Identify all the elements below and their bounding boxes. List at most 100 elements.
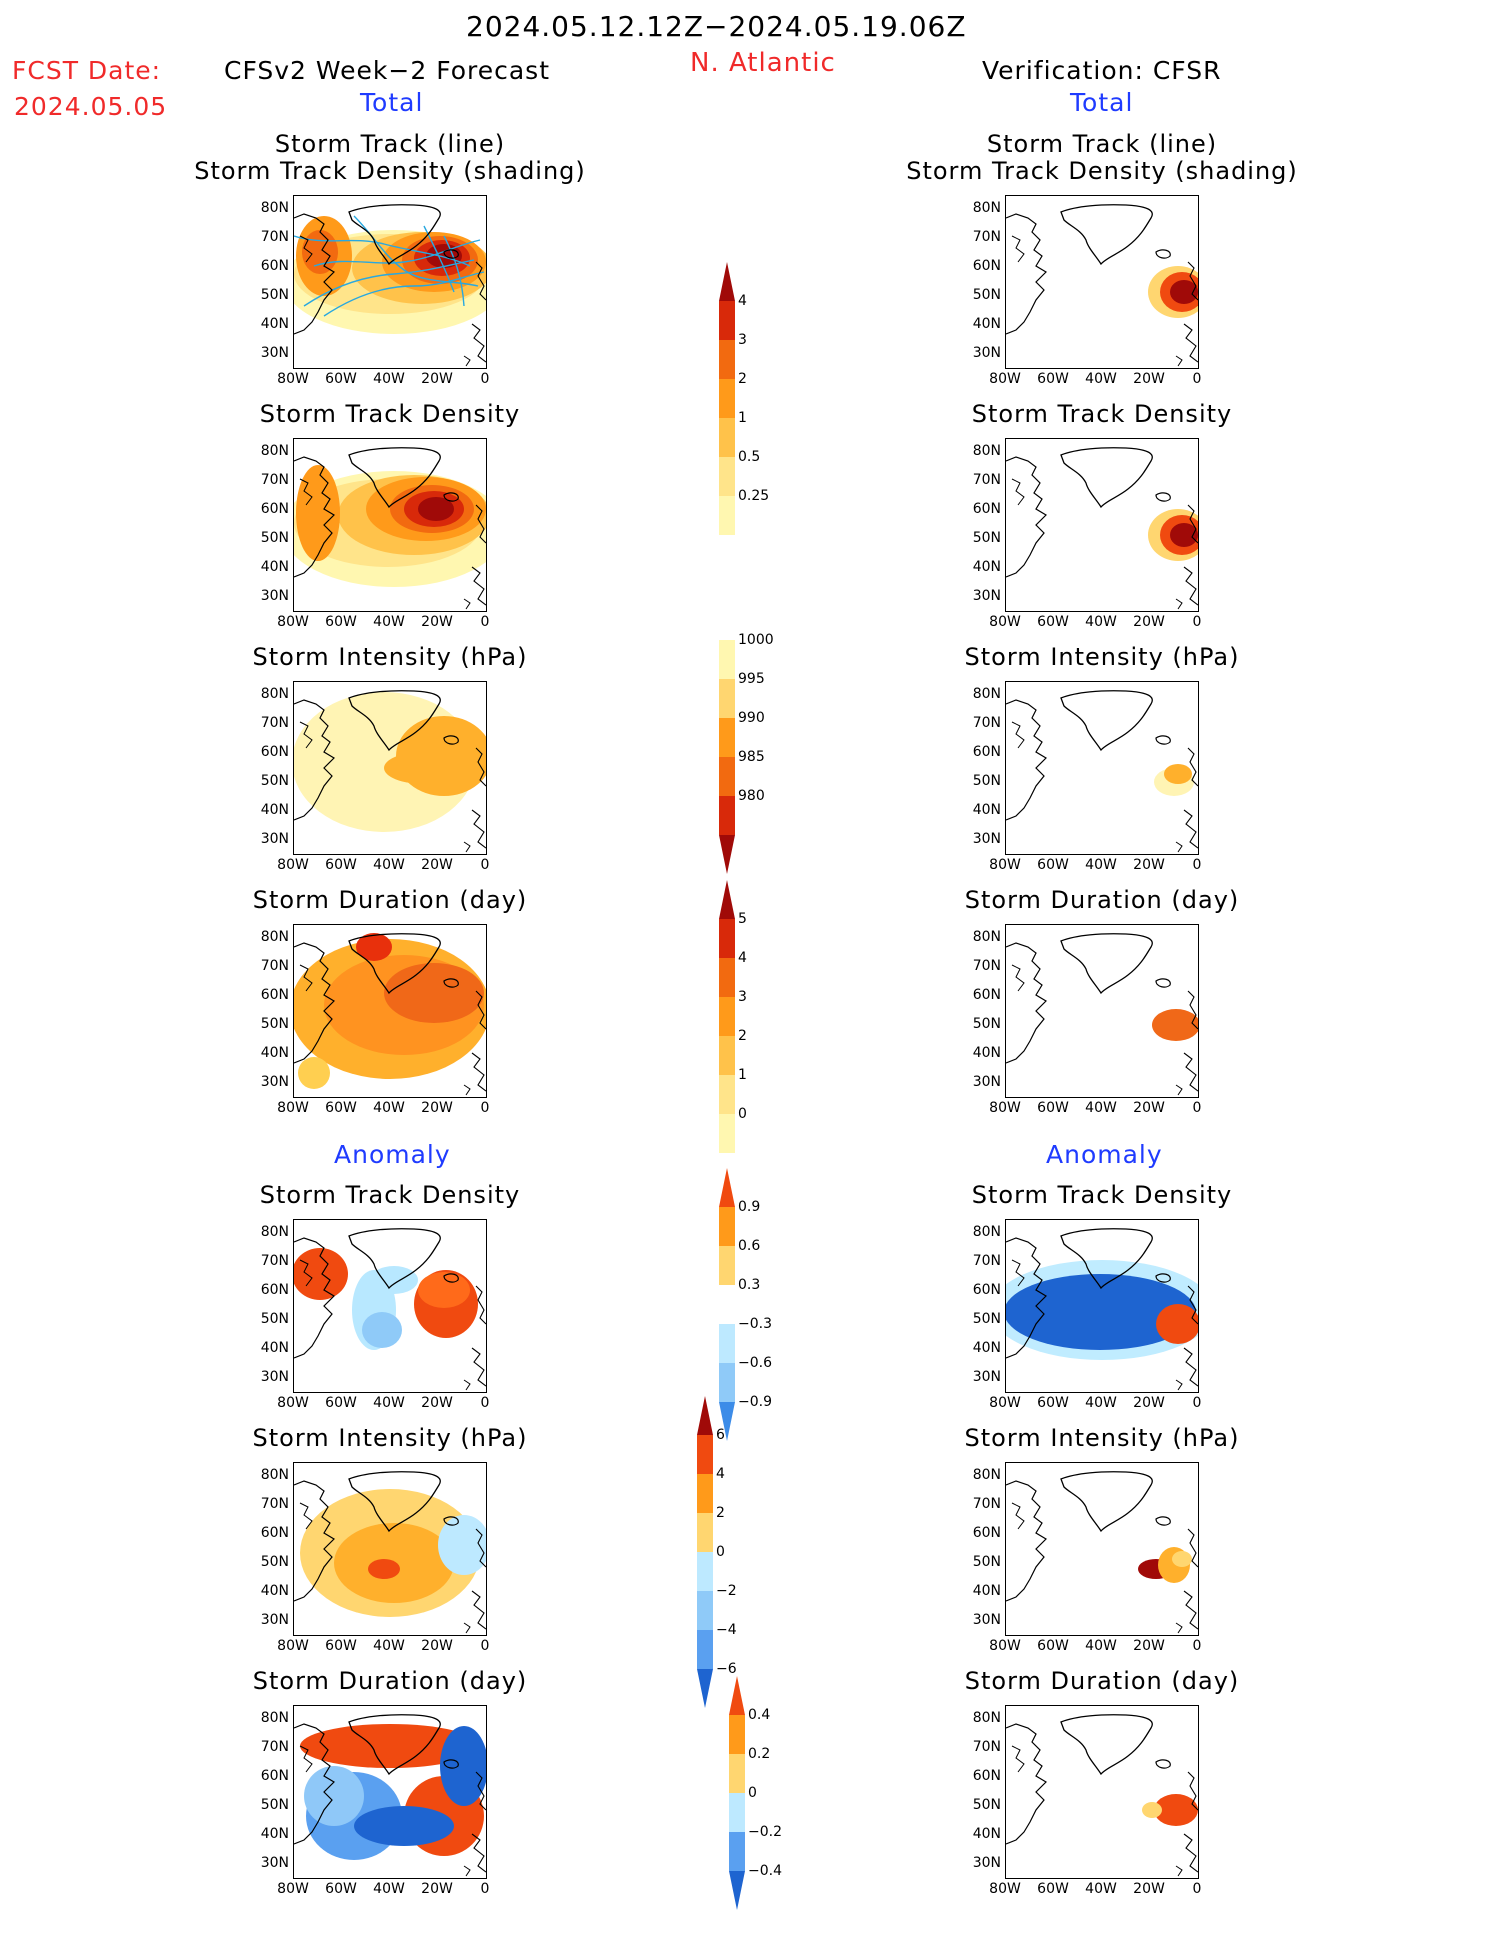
lon-tick-label: 0: [1192, 1638, 1202, 1654]
lat-tick-label: 30N: [972, 345, 1001, 361]
colorbar-segment: [719, 997, 735, 1036]
colorbar-label: 4: [738, 293, 747, 309]
right-anom-density-title: Storm Track Density: [971, 1181, 1233, 1209]
lon-tick-label: 0: [480, 857, 490, 873]
colorbar-label: 990: [738, 710, 765, 726]
colorbar-tip: [719, 835, 735, 874]
map-right-anom-duration: [1005, 1705, 1199, 1879]
lon-tick-label: 20W: [1133, 371, 1165, 387]
shade-8: [302, 230, 338, 274]
lat-tick-label: 60N: [260, 744, 289, 760]
left-anom-intensity-title: Storm Intensity (hPa): [252, 1424, 528, 1452]
colorbar-segment: [719, 718, 735, 757]
lat-tick-label: 80N: [260, 1224, 289, 1240]
colorbar-segment: [719, 301, 735, 340]
lat-tick-label: 30N: [972, 1855, 1001, 1871]
map-right-anom-intensity: [1005, 1462, 1199, 1636]
lat-tick-label: 40N: [260, 1340, 289, 1356]
colorbar-segment: [729, 1754, 745, 1793]
lon-tick-label: 20W: [1133, 1881, 1165, 1897]
lat-tick-label: 70N: [972, 1496, 1001, 1512]
colorbar-label: −0.4: [748, 1863, 782, 1879]
model-title: CFSv2 Week−2 Forecast: [224, 56, 550, 85]
colorbar-segment: [719, 418, 735, 457]
colorbar-label: 0: [738, 1106, 747, 1122]
colorbar-density-anom: [719, 1168, 735, 1441]
colorbar-segment: [729, 1793, 745, 1832]
shade-3: [440, 1726, 486, 1806]
map-left-duration: [293, 924, 487, 1098]
colorbar-label: 4: [716, 1466, 725, 1482]
colorbar-label: 1000: [738, 632, 774, 648]
shade-1: [1164, 764, 1192, 784]
colorbar-segment: [719, 340, 735, 379]
lat-tick-label: 40N: [972, 1583, 1001, 1599]
colorbar-tip: [729, 1676, 745, 1715]
anomaly-left-label: Anomaly: [334, 1140, 451, 1169]
shade-3: [438, 1515, 486, 1575]
colorbar-label: 985: [738, 749, 765, 765]
lat-tick-label: 80N: [260, 1467, 289, 1483]
lon-tick-label: 20W: [1133, 857, 1165, 873]
colorbar-label: 0: [748, 1785, 757, 1801]
lon-tick-label: 40W: [373, 371, 405, 387]
lon-tick-label: 20W: [1133, 1638, 1165, 1654]
colorbar-segment: [719, 1075, 735, 1114]
lat-tick-label: 60N: [972, 744, 1001, 760]
lat-tick-label: 60N: [260, 987, 289, 1003]
lat-tick-label: 80N: [260, 200, 289, 216]
lon-tick-label: 60W: [325, 371, 357, 387]
lat-tick-label: 60N: [972, 987, 1001, 1003]
colorbar-label: −0.9: [738, 1394, 772, 1410]
colorbar-label: −0.6: [738, 1355, 772, 1371]
lat-tick-label: 70N: [972, 958, 1001, 974]
colorbar-segment: [719, 1207, 735, 1246]
map-right-track: [1005, 195, 1199, 369]
colorbar-segment: [719, 1363, 735, 1402]
right-density-title: Storm Track Density: [971, 400, 1233, 428]
map-right-anom-density: [1005, 1219, 1199, 1393]
lat-tick-label: 60N: [260, 501, 289, 517]
colorbar-duration-total: [719, 880, 735, 1153]
lon-tick-label: 60W: [1037, 1638, 1069, 1654]
map-left-intensity: [293, 681, 487, 855]
lon-tick-label: 20W: [421, 614, 453, 630]
lat-tick-label: 70N: [260, 229, 289, 245]
lon-tick-label: 40W: [373, 1638, 405, 1654]
map-left-anom-duration: [293, 1705, 487, 1879]
lon-tick-label: 40W: [1085, 371, 1117, 387]
colorbar-tip: [729, 1871, 745, 1910]
lon-tick-label: 80W: [277, 371, 309, 387]
lon-tick-label: 60W: [1037, 614, 1069, 630]
colorbar-segment: [719, 757, 735, 796]
lat-tick-label: 50N: [260, 287, 289, 303]
colorbar-tip: [719, 880, 735, 919]
lat-tick-label: 60N: [260, 1282, 289, 1298]
lat-tick-label: 30N: [972, 1074, 1001, 1090]
lat-tick-label: 50N: [972, 1797, 1001, 1813]
lon-tick-label: 40W: [1085, 1638, 1117, 1654]
left-track-shading-title: Storm Track Density (shading): [194, 157, 586, 185]
colorbar-tip: [697, 1669, 713, 1708]
shade-2: [384, 963, 484, 1023]
lon-tick-label: 80W: [989, 857, 1021, 873]
lat-tick-label: 30N: [260, 831, 289, 847]
map-left-track: [293, 195, 487, 369]
lat-tick-label: 70N: [972, 715, 1001, 731]
lat-tick-label: 30N: [260, 1074, 289, 1090]
lat-tick-label: 80N: [260, 686, 289, 702]
shade-2: [1170, 280, 1198, 304]
colorbar-label: −0.2: [748, 1824, 782, 1840]
colorbar-segment: [719, 919, 735, 958]
lat-tick-label: 40N: [972, 1340, 1001, 1356]
colorbar-segment: [697, 1435, 713, 1474]
colorbar-label: 1: [738, 410, 747, 426]
lat-tick-label: 80N: [260, 443, 289, 459]
lon-tick-label: 20W: [421, 1395, 453, 1411]
lon-tick-label: 60W: [325, 1638, 357, 1654]
lon-tick-label: 80W: [989, 1638, 1021, 1654]
lon-tick-label: 40W: [373, 1100, 405, 1116]
colorbar-segment: [697, 1513, 713, 1552]
lat-tick-label: 50N: [260, 773, 289, 789]
shade-4: [298, 1057, 330, 1089]
